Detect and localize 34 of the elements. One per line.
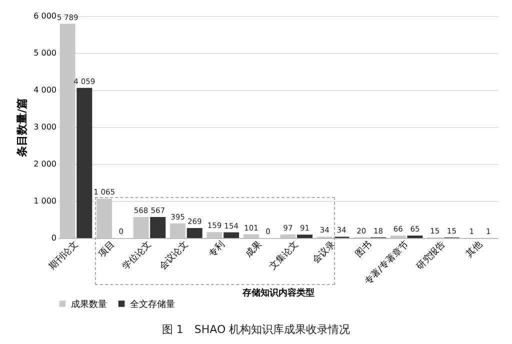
x-tick-label: 成果 <box>243 238 264 260</box>
x-tick-label: 会议录 <box>310 238 338 266</box>
bar <box>297 234 313 238</box>
bar <box>170 223 186 238</box>
x-tick-label: 文集论文 <box>267 238 301 272</box>
bar <box>206 232 222 238</box>
legend-label: 成果数量 <box>71 298 107 310</box>
x-tick-label: 图书 <box>354 238 374 260</box>
x-tick-label: 会议论文 <box>157 238 190 272</box>
y-tick-label: 1 000 <box>34 196 56 206</box>
bar <box>150 217 166 238</box>
bar <box>133 216 149 238</box>
y-tick-label: 6 000 <box>34 12 56 20</box>
y-tick-label: 4 000 <box>34 86 56 94</box>
bar <box>186 228 202 238</box>
bar <box>96 198 112 238</box>
x-axis-title: 存储知识内容类型 <box>242 287 314 298</box>
bar <box>224 232 240 238</box>
bar <box>280 234 296 238</box>
x-tick-label: 其他 <box>464 238 484 260</box>
legend-label: 全文存储量 <box>130 298 175 310</box>
y-axis-title: 条目数量/篇 <box>16 98 29 158</box>
bar <box>76 88 92 238</box>
y-tick-label: 3 000 <box>34 122 56 132</box>
x-tick-label: 专利 <box>206 238 228 260</box>
y-tick-label: 2 000 <box>34 160 56 168</box>
x-tick-label: 项目 <box>97 240 117 260</box>
x-tick-label: 研究报告 <box>414 238 448 272</box>
x-tick-label: 学位论文 <box>120 238 154 272</box>
bar <box>60 24 76 238</box>
caption: 图 1 SHAO 机构知识库成果收录情况 <box>160 322 352 337</box>
y-tick-label: 0 <box>51 234 56 242</box>
y-tick-label: 5 000 <box>34 48 56 58</box>
bar <box>243 234 259 238</box>
